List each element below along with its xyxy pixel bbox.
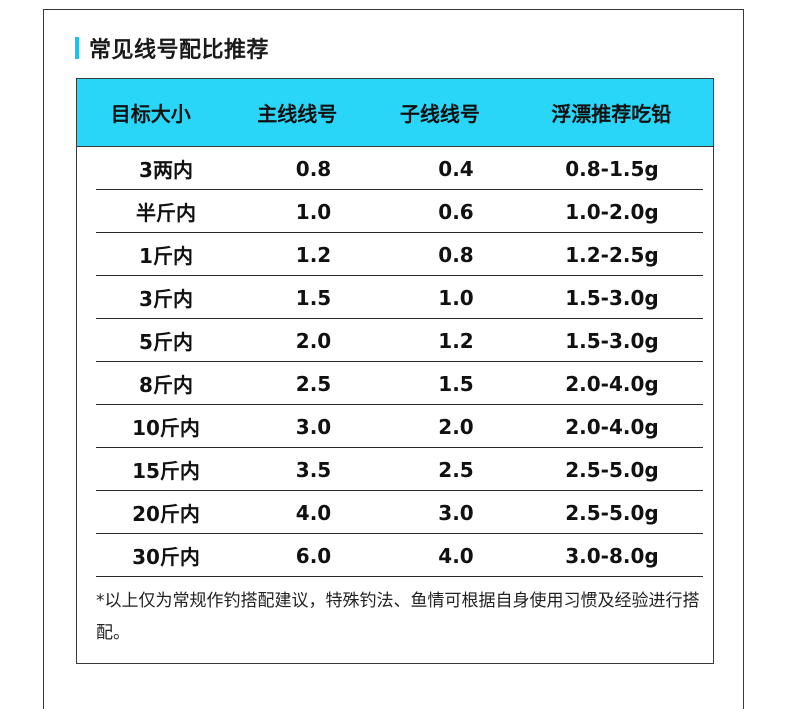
table-cell: 2.0 <box>295 328 332 353</box>
table-cell: 1.5 <box>438 371 474 396</box>
table-cell: 3.5 <box>295 457 332 482</box>
header-leader-line: 子线线号 <box>399 102 480 126</box>
table-cell: 2.5-5.0g <box>565 457 659 482</box>
table-row: 1斤内 1.2 0.8 1.2-2.5g <box>96 234 703 276</box>
table-cell: 0.8-1.5g <box>565 156 659 181</box>
table-cell: 3两内 <box>139 158 193 182</box>
table-row: 半斤内 1.0 0.6 1.0-2.0g <box>96 191 703 233</box>
table-cell: 1.5-3.0g <box>565 328 659 353</box>
table-cell: 30斤内 <box>132 545 200 569</box>
table-cell: 20斤内 <box>132 502 200 526</box>
header-target-size: 目标大小 <box>110 102 191 126</box>
table-cell: 2.0-4.0g <box>565 371 659 396</box>
table-cell: 1.0-2.0g <box>565 199 659 224</box>
table-cell: 4.0 <box>438 543 474 568</box>
table-cell: 0.8 <box>295 156 332 181</box>
table-row: 30斤内 6.0 4.0 3.0-8.0g <box>96 535 703 577</box>
table-row: 15斤内 3.5 2.5 2.5-5.0g <box>96 449 703 491</box>
table-cell: 2.0 <box>438 414 474 439</box>
table-cell: 1.5-3.0g <box>565 285 659 310</box>
table-cell: 2.5 <box>295 371 332 396</box>
table-row: 20斤内 4.0 3.0 2.5-5.0g <box>96 492 703 534</box>
table-cell: 1.5 <box>295 285 332 310</box>
section-title: 常见线号配比推荐 <box>75 32 269 64</box>
table-cell: 1.2 <box>438 328 474 353</box>
table-cell: 2.5 <box>438 457 474 482</box>
table-cell: 3.0 <box>295 414 332 439</box>
table-cell: 1.2 <box>295 242 332 267</box>
table-cell: 1.2-2.5g <box>565 242 659 267</box>
table-cell: 15斤内 <box>132 459 200 483</box>
table-cell: 1斤内 <box>139 244 193 268</box>
table-cell: 2.0-4.0g <box>565 414 659 439</box>
table-cell: 4.0 <box>295 500 332 525</box>
table-cell: 0.6 <box>438 199 474 224</box>
table-cell: 1.0 <box>295 199 332 224</box>
table-cell: 半斤内 <box>136 201 196 225</box>
table-row: 10斤内 3.0 2.0 2.0-4.0g <box>96 406 703 448</box>
table-cell: 6.0 <box>295 543 332 568</box>
table-cell: 0.8 <box>438 242 474 267</box>
table-header: 目标大小 主线线号 子线线号 浮漂推荐吃铅 <box>77 79 713 147</box>
title-accent-bar <box>75 37 79 59</box>
table-cell: 3斤内 <box>139 287 193 311</box>
table-cell: 0.4 <box>438 156 474 181</box>
table-cell: 1.0 <box>438 285 474 310</box>
table-body: 3两内 0.8 0.4 0.8-1.5g 半斤内 1.0 0.6 1.0-2.0g 1斤内 1.2… <box>96 148 703 577</box>
table-cell: 5斤内 <box>139 330 193 354</box>
title-text: 常见线号配比推荐 <box>89 38 270 63</box>
table-cell: 3.0 <box>438 500 474 525</box>
table-cell: 8斤内 <box>139 373 193 397</box>
table-row: 5斤内 2.0 1.2 1.5-3.0g <box>96 320 703 362</box>
header-float-weight: 浮漂推荐吃铅 <box>551 102 672 126</box>
footnote: *以上仅为常规作钓搭配建议，特殊钓法、鱼情可根据自身使用习惯及经验进行搭配。 <box>96 591 700 643</box>
ratio-table-card: 目标大小 主线线号 子线线号 浮漂推荐吃铅 3两内 0.8 0.4 0.8-1.5g 半… <box>76 78 714 664</box>
table-row: 3斤内 1.5 1.0 1.5-3.0g <box>96 277 703 319</box>
table-row: 3两内 0.8 0.4 0.8-1.5g <box>96 148 703 190</box>
table-cell: 2.5-5.0g <box>565 500 659 525</box>
header-main-line: 主线线号 <box>257 102 338 126</box>
table-cell: 10斤内 <box>132 416 200 440</box>
table-row: 8斤内 2.5 1.5 2.0-4.0g <box>96 363 703 405</box>
page-frame <box>43 9 744 709</box>
table-cell: 3.0-8.0g <box>565 543 659 568</box>
